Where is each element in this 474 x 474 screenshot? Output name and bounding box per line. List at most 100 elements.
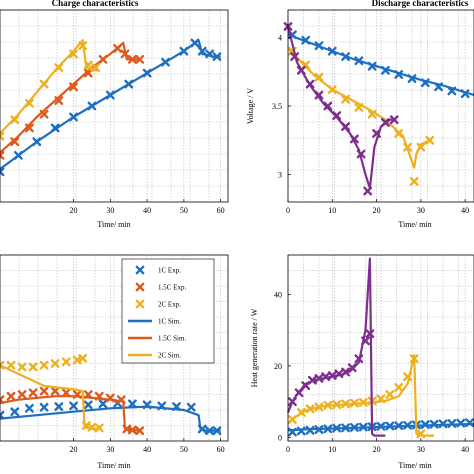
heat-discharge-ylabel: Heat generation rate / W	[250, 308, 259, 387]
data-point	[0, 150, 5, 160]
data-point	[385, 390, 395, 399]
data-point	[0, 131, 5, 141]
data-point	[113, 44, 123, 53]
legend-label: 2C Sim.	[158, 352, 181, 360]
data-point	[296, 407, 306, 417]
series-markers-charge-1c-exp-	[0, 38, 222, 177]
data-point	[32, 137, 42, 147]
data-point	[307, 375, 317, 385]
discharge-series	[283, 22, 474, 196]
legend-entry: 2C Exp.	[135, 299, 181, 309]
data-point	[358, 397, 368, 407]
legend-marker	[135, 299, 145, 309]
data-point	[288, 427, 297, 437]
panel-discharge: Discharge characteristics 0 10 20 30 40 3 3.5 4…	[246, 0, 474, 229]
data-point	[416, 142, 426, 152]
charge-grid	[0, 10, 228, 202]
data-point	[94, 423, 104, 433]
data-point	[205, 426, 215, 436]
x-tick-label: 20	[70, 445, 78, 454]
panel-heat-discharge: 0 10 20 30 40 0 20 40 Time/ min Heat generation…	[250, 254, 474, 470]
data-point	[314, 402, 324, 412]
series-markers-heat-discharge-1c-exp-	[288, 418, 474, 437]
legend-marker	[135, 282, 145, 292]
series-markers-charge-1-5c-exp-	[0, 44, 145, 160]
data-point	[94, 391, 104, 401]
data-point	[438, 419, 448, 429]
data-point	[288, 397, 297, 407]
legend-entries: 1C Exp. 1.5C Exp. 2C Exp. 1C Sim. 1.5C Sim. 2…	[128, 265, 186, 360]
data-point	[305, 404, 315, 414]
data-point	[157, 401, 167, 411]
data-point	[83, 68, 93, 78]
data-point	[294, 388, 304, 398]
data-point	[394, 70, 404, 79]
data-point	[341, 94, 350, 104]
series-markers-heat-charge-1c-exp-	[0, 398, 222, 436]
x-tick-label: 0	[286, 445, 290, 454]
data-point	[354, 354, 364, 364]
data-point	[376, 421, 386, 431]
data-point	[447, 419, 457, 428]
data-point	[409, 354, 419, 364]
data-point	[301, 35, 311, 45]
x-tick-label: 40	[143, 206, 151, 215]
data-point	[186, 402, 196, 412]
data-point	[420, 420, 430, 429]
x-tick-label: 60	[217, 206, 225, 215]
x-tick-label: 50	[180, 445, 188, 454]
data-point	[13, 150, 23, 160]
data-point	[334, 369, 344, 379]
heat-charge-plot-frame	[0, 254, 229, 442]
data-point	[385, 421, 395, 431]
data-point	[314, 90, 324, 100]
series-markers-discharge-1c-exp-	[288, 30, 470, 99]
x-tick-label: 60	[217, 445, 225, 454]
data-point	[0, 360, 5, 370]
data-point	[190, 38, 200, 48]
x-tick-label: 30	[417, 206, 425, 215]
data-point	[341, 399, 350, 409]
data-point	[323, 400, 333, 410]
data-point	[69, 82, 78, 92]
data-point	[314, 72, 324, 82]
data-point	[54, 96, 64, 105]
data-point	[87, 101, 97, 111]
data-point	[39, 79, 49, 89]
heat-charge-series	[0, 353, 222, 436]
data-point	[341, 367, 350, 377]
data-point	[429, 419, 439, 429]
data-point	[69, 401, 78, 411]
data-point	[327, 85, 337, 94]
charge-series	[0, 38, 222, 177]
data-point	[10, 115, 20, 125]
x-tick-label: 0	[286, 206, 290, 215]
data-point	[83, 400, 93, 410]
data-point	[69, 49, 78, 59]
series-markers-heat-charge-2c-exp-	[0, 353, 104, 433]
data-point	[465, 418, 474, 428]
data-point	[350, 398, 359, 408]
data-point	[6, 391, 16, 401]
legend-box	[121, 258, 215, 364]
heat-charge-ticks: 20 30 40 50 60	[70, 438, 225, 454]
data-point	[61, 388, 71, 398]
discharge-xlabel: Time/ min	[398, 220, 431, 229]
data-point	[321, 372, 331, 382]
data-point	[372, 129, 381, 138]
x-tick-label: 30	[106, 206, 114, 215]
data-point	[356, 149, 366, 159]
data-point	[98, 399, 108, 409]
data-point	[120, 49, 130, 59]
data-point	[127, 425, 137, 435]
heat-discharge-series	[286, 257, 474, 439]
data-point	[460, 89, 470, 99]
data-point	[323, 424, 333, 434]
data-point	[87, 422, 97, 432]
data-point	[10, 407, 20, 417]
data-point	[50, 386, 60, 396]
data-point	[288, 415, 297, 424]
data-point	[17, 390, 27, 399]
data-point	[105, 393, 115, 403]
series-markers-charge-2c-exp-	[0, 41, 101, 141]
